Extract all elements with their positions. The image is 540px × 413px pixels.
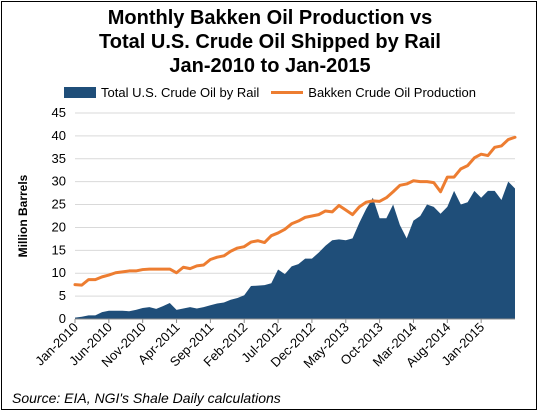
chart-title: Monthly Bakken Oil Production vs Total U… bbox=[0, 6, 540, 78]
series-line-bakken bbox=[73, 135, 517, 287]
y-tick-label: 0 bbox=[59, 311, 66, 326]
legend-label-rail: Total U.S. Crude Oil by Rail bbox=[101, 84, 260, 100]
legend-swatch-bakken bbox=[271, 90, 304, 94]
y-tick-label: 40 bbox=[52, 128, 66, 143]
legend-label-bakken: Bakken Crude Oil Production bbox=[308, 84, 476, 100]
y-tick-label: 25 bbox=[52, 197, 66, 212]
y-tick-label: 15 bbox=[52, 242, 66, 257]
source-note: Source: EIA, NGI's Shale Daily calculati… bbox=[12, 390, 281, 406]
legend-item-bakken: Bakken Crude Oil Production bbox=[271, 85, 476, 100]
y-tick-label: 30 bbox=[52, 174, 66, 189]
y-tick-label: 35 bbox=[52, 151, 66, 166]
chart-legend: Total U.S. Crude Oil by Rail Bakken Crud… bbox=[0, 82, 540, 102]
title-line-2: Total U.S. Crude Oil Shipped by Rail bbox=[99, 31, 441, 53]
series-area-rail bbox=[75, 181, 515, 319]
y-tick-label: 5 bbox=[59, 288, 66, 303]
y-tick-label: 45 bbox=[52, 105, 66, 120]
y-axis-title: Million Barrels bbox=[16, 174, 30, 257]
y-tick-label: 20 bbox=[52, 219, 66, 234]
title-line-3: Jan-2010 to Jan-2015 bbox=[169, 55, 371, 77]
y-tick-label: 10 bbox=[52, 265, 66, 280]
title-line-1: Monthly Bakken Oil Production vs bbox=[107, 7, 433, 29]
legend-swatch-rail bbox=[64, 86, 97, 98]
legend-item-rail: Total U.S. Crude Oil by Rail bbox=[64, 85, 259, 100]
